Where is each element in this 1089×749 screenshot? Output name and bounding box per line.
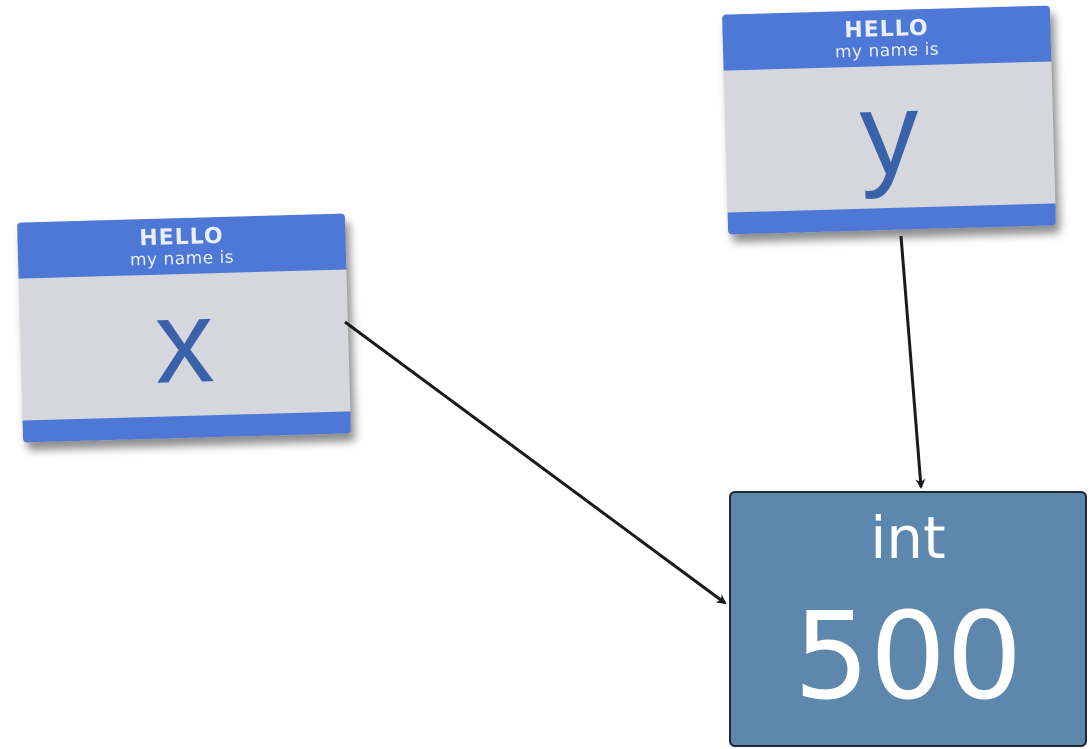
int-value-box: int 500 <box>729 491 1087 747</box>
value-number: 500 <box>793 588 1023 727</box>
value-type-label: int <box>870 504 946 572</box>
arrow-y-to-value <box>899 235 926 489</box>
arrow-x-to-value <box>344 320 727 605</box>
